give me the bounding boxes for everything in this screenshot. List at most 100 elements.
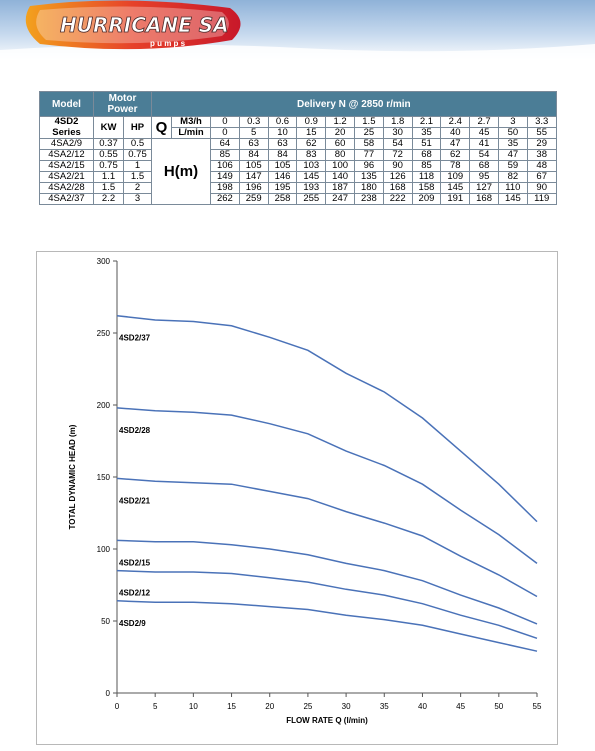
series-line-4SD2-12	[116, 569, 538, 640]
chart-axes: 0 50 100 150 200 250 300 0 5 10 15 20 25 30 35 40 45 50 55	[97, 257, 542, 711]
hp-cell: 2	[123, 182, 152, 194]
x-tick-label: 50	[494, 702, 503, 711]
x-tick-label: 15	[227, 702, 236, 711]
lmin-cell: 40	[440, 127, 471, 139]
head-cell: 100	[325, 160, 355, 172]
head-cell: 90	[382, 160, 413, 172]
head-cell: 119	[526, 193, 557, 205]
head-cell: 51	[411, 138, 442, 150]
head-cell: 78	[440, 160, 471, 172]
lmin-cell: 10	[267, 127, 298, 139]
model-cell: 4SA2/28	[39, 182, 94, 194]
head-cell: 48	[526, 160, 557, 172]
head-cell: 209	[411, 193, 442, 205]
hp-cell: 0.75	[123, 149, 152, 161]
h-label: H(m)	[151, 138, 211, 205]
performance-chart: 0 50 100 150 200 250 300 0 5 10 15 20 25 30 35 40 45 50 55…	[68, 257, 542, 725]
x-tick-label: 10	[189, 702, 198, 711]
head-cell: 84	[267, 149, 298, 161]
x-tick-label: 40	[418, 702, 427, 711]
table-row: 4SA2/28 1.5 2 198 196 195 193 187 180 168 158 145 12…	[39, 182, 557, 194]
head-cell: 126	[382, 171, 413, 183]
lmin-cell: 5	[238, 127, 269, 139]
head-cell: 64	[210, 138, 240, 150]
head-cell: 238	[353, 193, 384, 205]
series-line-4SD2-28	[116, 407, 538, 564]
head-cell: 63	[238, 138, 269, 150]
model-cell: 4SA2/12	[39, 149, 94, 161]
head-cell: 80	[325, 149, 355, 161]
model-cell: 4SA2/15	[39, 160, 94, 172]
head-cell: 63	[267, 138, 298, 150]
lmin-cell: 30	[382, 127, 413, 139]
series-line-4SD2-37	[116, 314, 538, 523]
head-cell: 62	[440, 149, 471, 161]
delivery-header: Delivery N @ 2850 r/min	[151, 91, 557, 117]
chart-series: 4SD2/37 4SD2/28 4SD2/21 4SD2/15 4SD2/12 4SD2/…	[116, 314, 538, 652]
table-row: 4SA2/21 1.1 1.5 149 147 146 145 140 135 126 118 109…	[39, 171, 557, 183]
table-row: 4SA2/12 0.55 0.75 85 84 84 83 80 77 72 68 62 54 47 38	[39, 149, 557, 161]
lmin-cell: 45	[469, 127, 499, 139]
head-cell: 145	[296, 171, 327, 183]
head-cell: 103	[296, 160, 327, 172]
logo-brand-text: HURRICANE SA	[60, 13, 229, 37]
hp-cell: 1	[123, 160, 152, 172]
y-tick-label: 300	[97, 257, 111, 266]
logo-tagline: p u m p s	[150, 39, 186, 48]
head-cell: 146	[267, 171, 298, 183]
lmin-cell: 25	[353, 127, 384, 139]
series-line-4SD2-15	[116, 539, 538, 625]
head-cell: 247	[325, 193, 355, 205]
x-tick-label: 35	[380, 702, 389, 711]
kw-cell: 0.75	[93, 160, 124, 172]
y-tick-label: 250	[97, 329, 111, 338]
kw-cell: 1.5	[93, 182, 124, 194]
q-label: Q	[151, 116, 172, 139]
series-label-2: Series	[39, 127, 94, 139]
head-cell: 77	[353, 149, 384, 161]
head-cell: 149	[210, 171, 240, 183]
header-banner: HURRICANE SA p u m p s	[0, 0, 595, 62]
head-cell: 168	[469, 193, 499, 205]
lmin-label: L/min	[171, 127, 211, 139]
x-tick-label: 0	[115, 702, 120, 711]
head-cell: 90	[526, 182, 557, 194]
head-cell: 105	[267, 160, 298, 172]
head-cell: 68	[469, 160, 499, 172]
head-cell: 110	[497, 182, 528, 194]
logo: HURRICANE SA p u m p s	[25, 0, 241, 50]
x-tick-label: 45	[456, 702, 465, 711]
lmin-cell: 20	[325, 127, 355, 139]
kw-cell: 1.1	[93, 171, 124, 183]
table-header-row: Model Motor Power Delivery N @ 2850 r/mi…	[39, 91, 557, 117]
head-cell: 59	[497, 160, 528, 172]
x-tick-label: 55	[533, 702, 542, 711]
model-cell: 4SA2/37	[39, 193, 94, 205]
y-tick-label: 200	[97, 401, 111, 410]
motor-power-header: Motor Power	[93, 91, 152, 117]
chart-frame: 0 50 100 150 200 250 300 0 5 10 15 20 25 30 35 40 45 50 55…	[36, 251, 558, 745]
head-cell: 29	[526, 138, 557, 150]
spec-table: Model Motor Power Delivery N @ 2850 r/mi…	[39, 91, 557, 205]
table-row: 4SA2/37 2.2 3 262 259 258 255 247 238 222 209 191 16…	[39, 193, 557, 205]
x-tick-label: 5	[153, 702, 158, 711]
kw-header: KW	[93, 116, 124, 139]
head-cell: 47	[440, 138, 471, 150]
lmin-cell: 50	[497, 127, 528, 139]
head-cell: 127	[469, 182, 499, 194]
head-cell: 158	[411, 182, 442, 194]
head-cell: 109	[440, 171, 471, 183]
m3h-cell: 1.2	[325, 116, 355, 128]
head-cell: 187	[325, 182, 355, 194]
head-cell: 135	[353, 171, 384, 183]
lmin-cell: 55	[526, 127, 557, 139]
head-cell: 180	[353, 182, 384, 194]
series-label: 4SD2	[39, 116, 94, 128]
m3h-cell: 3	[497, 116, 528, 128]
kw-cell: 0.55	[93, 149, 124, 161]
head-cell: 145	[497, 193, 528, 205]
head-cell: 145	[440, 182, 471, 194]
m3h-cell: 2.7	[469, 116, 499, 128]
head-cell: 106	[210, 160, 240, 172]
lmin-cell: 0	[210, 127, 240, 139]
